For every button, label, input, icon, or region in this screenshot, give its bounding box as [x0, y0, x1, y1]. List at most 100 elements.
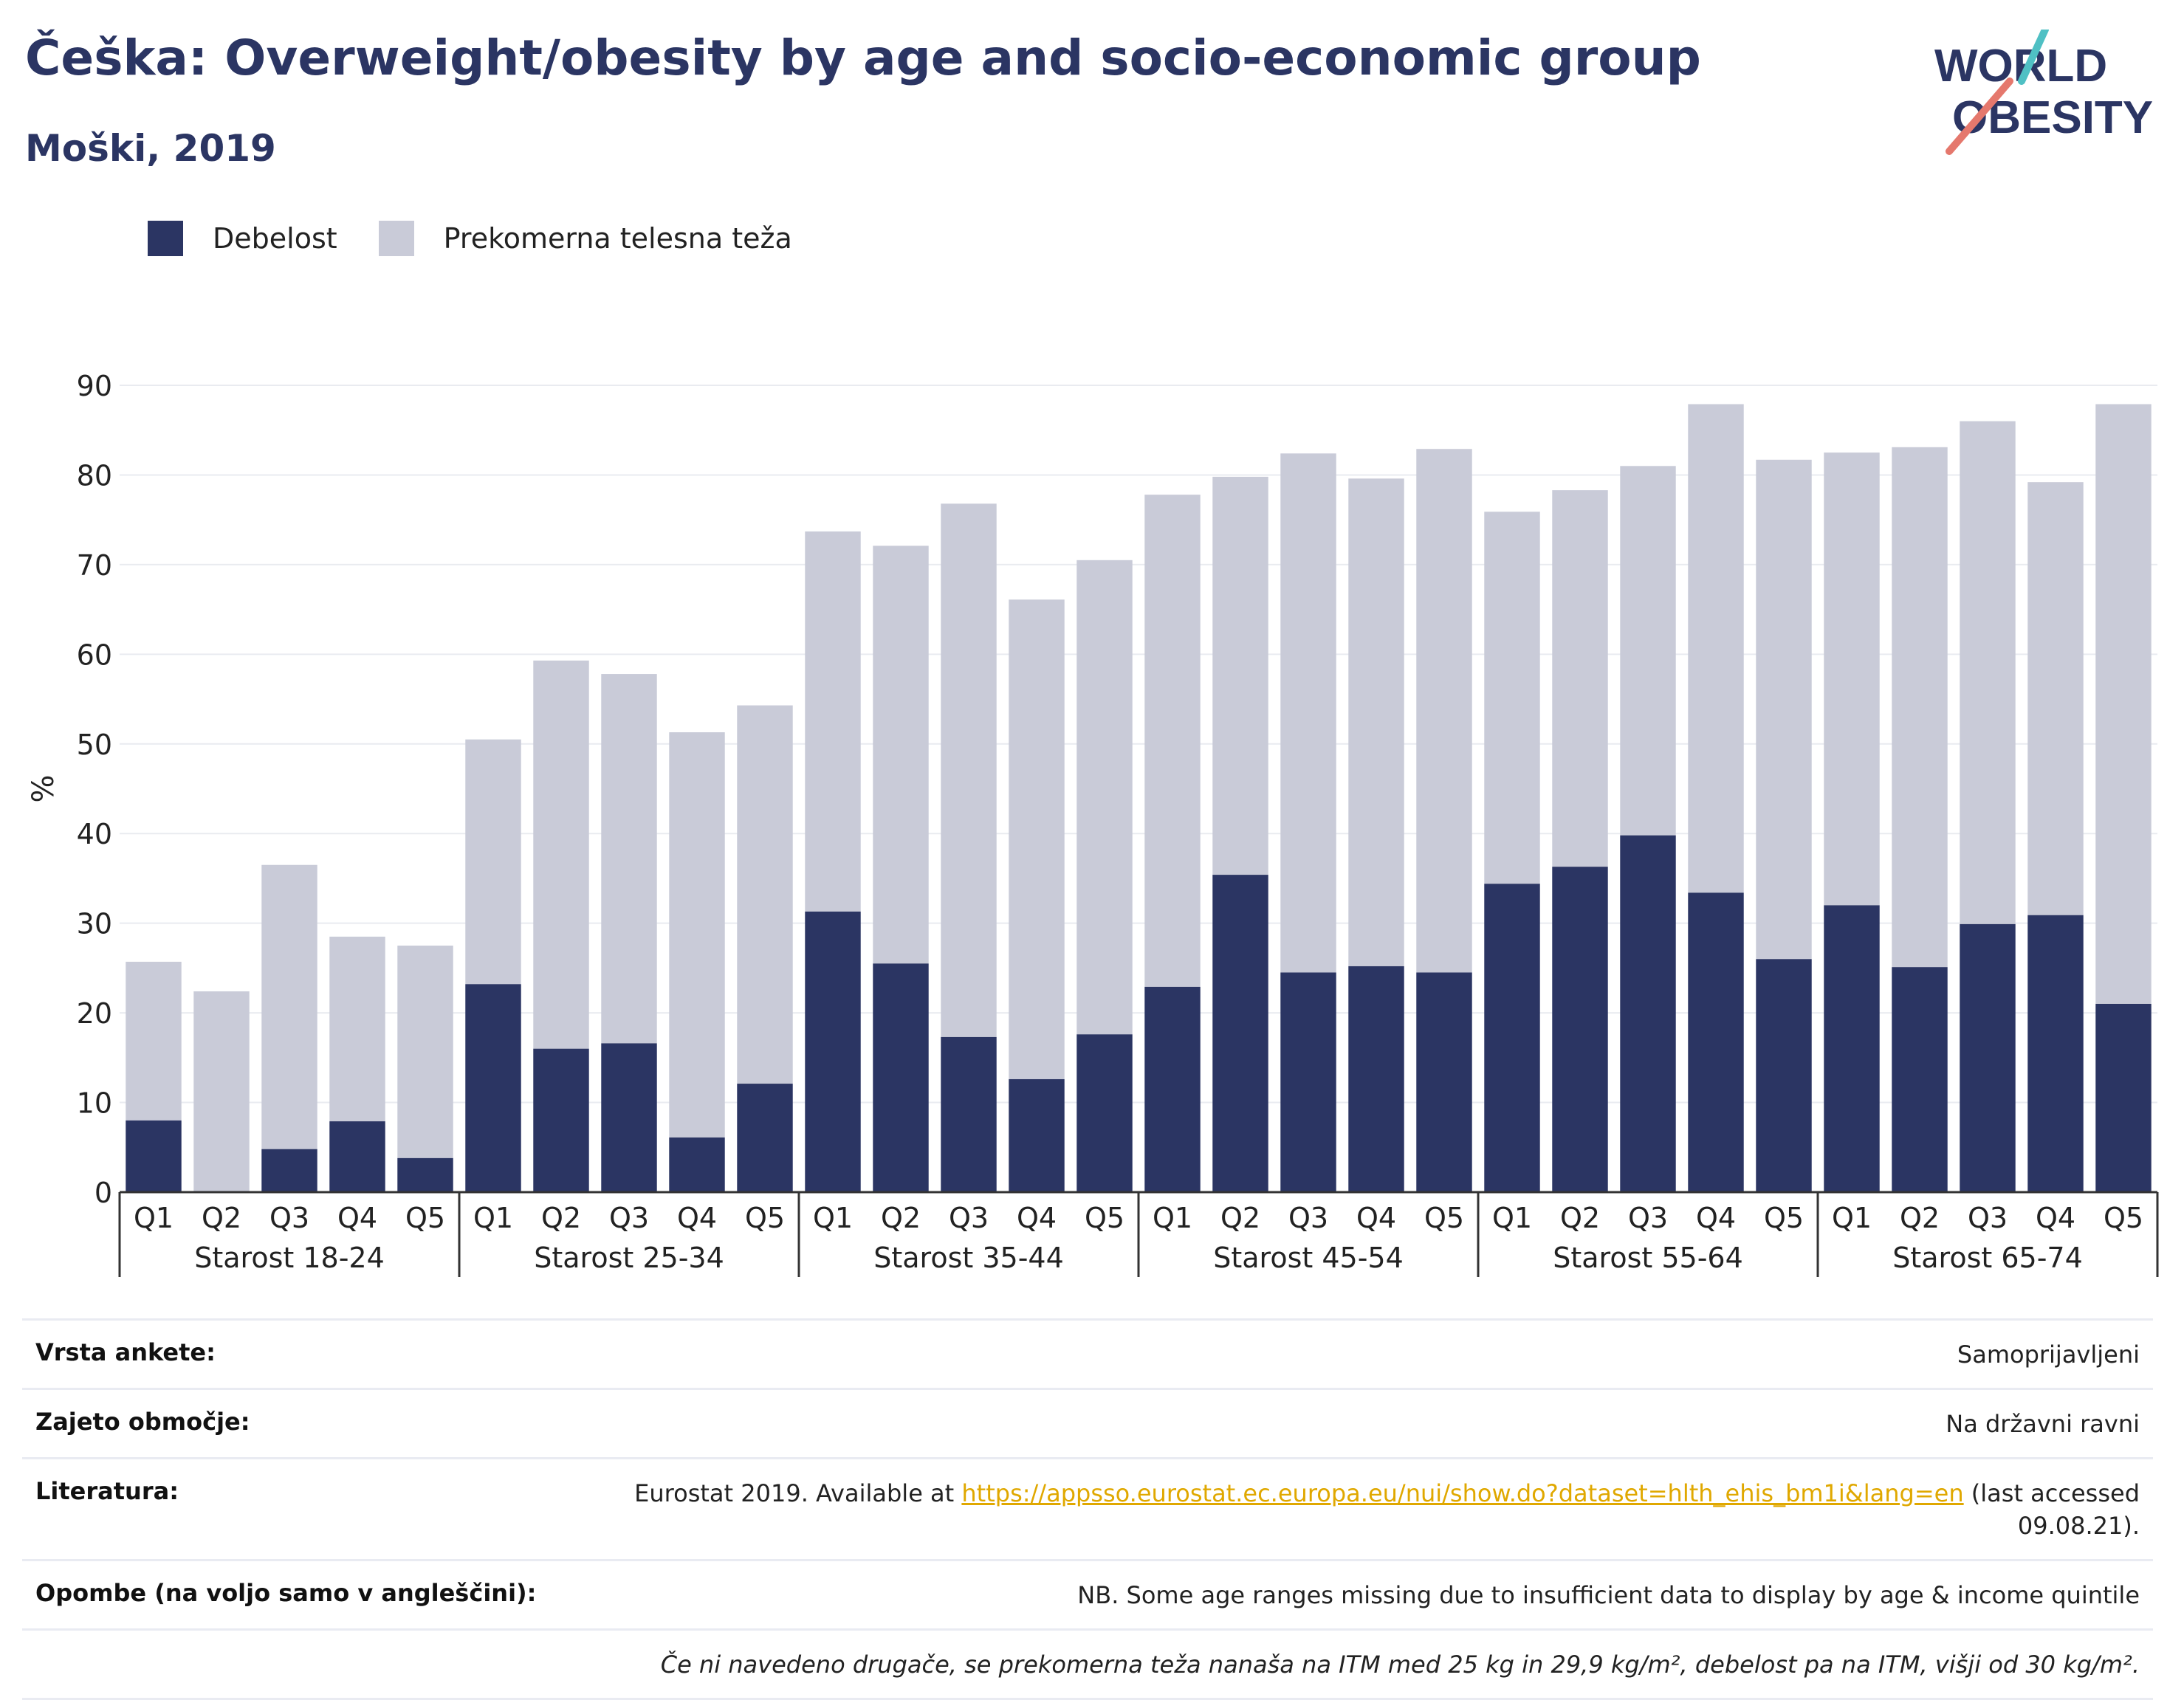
y-tick-label: 40 — [77, 818, 112, 850]
group-label: Starost 55-64 — [1553, 1242, 1743, 1274]
x-tick-label: Q5 — [1764, 1202, 1804, 1234]
bar-overweight — [1144, 495, 1201, 987]
bar-obesity — [1552, 867, 1608, 1192]
info-row-survey-type: Vrsta ankete: Samoprijavljeni — [22, 1318, 2153, 1388]
bar-obesity — [261, 1149, 317, 1192]
x-tick-label: Q4 — [337, 1202, 377, 1234]
bar-obesity — [1824, 905, 1880, 1192]
bar-obesity — [873, 963, 929, 1192]
legend-label-obesity: Debelost — [213, 221, 337, 255]
bar-obesity — [2027, 915, 2084, 1192]
x-tick-label: Q1 — [1492, 1202, 1532, 1234]
bar-obesity — [2095, 1003, 2152, 1192]
x-tick-label: Q4 — [1696, 1202, 1736, 1234]
group-label: Starost 45-54 — [1213, 1242, 1404, 1274]
bar-overweight — [1076, 560, 1133, 1035]
bar-obesity — [1416, 972, 1472, 1192]
info-row-references: Literatura: Eurostat 2019. Available at … — [22, 1456, 2153, 1560]
info-value: Samoprijavljeni — [1957, 1341, 2140, 1369]
x-tick-label: Q2 — [1220, 1202, 1260, 1234]
y-tick-label: 70 — [77, 549, 112, 582]
x-tick-label: Q5 — [745, 1202, 785, 1234]
group-label: Starost 35-44 — [873, 1242, 1064, 1274]
info-row-definition: Če ni navedeno drugače, se prekomerna te… — [22, 1628, 2153, 1700]
bar-overweight — [737, 705, 793, 1084]
y-tick-label: 10 — [77, 1087, 112, 1120]
x-tick-label: Q3 — [269, 1202, 309, 1234]
y-axis-label: % — [27, 774, 61, 802]
bar-overweight — [669, 732, 725, 1138]
bar-obesity — [1756, 959, 1812, 1192]
x-tick-label: Q4 — [2036, 1202, 2075, 1234]
bar-obesity — [1076, 1034, 1133, 1192]
info-label: Opombe (na voljo samo v angleščini): — [35, 1579, 537, 1608]
bar-obesity — [1009, 1078, 1065, 1192]
group-label: Starost 25-34 — [534, 1242, 724, 1274]
x-tick-label: Q3 — [1288, 1202, 1328, 1234]
x-tick-label: Q1 — [473, 1202, 513, 1234]
y-tick-label: 60 — [77, 639, 112, 671]
bar-obesity — [397, 1157, 453, 1192]
bar-obesity — [1620, 835, 1676, 1192]
bar-obesity — [1892, 967, 1948, 1192]
bar-overweight — [873, 546, 929, 964]
x-tick-label: Q2 — [1560, 1202, 1600, 1234]
x-tick-label: Q5 — [1424, 1202, 1464, 1234]
x-tick-label: Q2 — [881, 1202, 921, 1234]
stacked-bar-chart: 0 10 20 30 40 50 60 70 80 90% Q1 Q2 Q3 Q4 Q5 Q1 Q2 Q3 Q4 Q5… — [27, 370, 2159, 1277]
bar-overweight — [193, 991, 250, 1192]
x-tick-label: Q2 — [541, 1202, 581, 1234]
legend-swatch-obesity — [148, 220, 183, 256]
bar-obesity — [601, 1043, 657, 1192]
bar-overweight — [1348, 478, 1404, 966]
info-table: Vrsta ankete: Samoprijavljeni Zajeto obm… — [22, 1318, 2153, 1700]
x-tick-label: Q5 — [405, 1202, 445, 1234]
bar-obesity — [805, 911, 861, 1192]
x-tick-label: Q4 — [1017, 1202, 1057, 1234]
info-row-notes: Opombe (na voljo samo v angleščini): NB.… — [22, 1559, 2153, 1628]
reference-link[interactable]: https://appsso.eurostat.ec.europa.eu/nui… — [961, 1479, 1964, 1507]
y-tick-label: 80 — [77, 459, 112, 492]
bar-obesity — [669, 1137, 725, 1192]
y-tick-label: 90 — [77, 370, 112, 402]
info-label: Zajeto območje: — [35, 1407, 250, 1436]
x-tick-label: Q1 — [1153, 1202, 1192, 1234]
group-label: Starost 18-24 — [194, 1242, 385, 1274]
logo-slash-red-icon — [1946, 78, 2013, 155]
info-value: Na državni ravni — [1946, 1409, 2140, 1438]
bar-overweight — [1892, 447, 1948, 968]
y-tick-label: 20 — [77, 997, 112, 1030]
info-value-definition: Če ni navedeno drugače, se prekomerna te… — [660, 1650, 2140, 1679]
x-tick-label: Q1 — [1832, 1202, 1872, 1234]
logo-text-obesity: OBESITY — [1952, 92, 2153, 143]
bar-overweight — [1484, 512, 1540, 884]
bar-overweight — [2027, 482, 2084, 915]
bar-overweight — [1009, 599, 1065, 1079]
bar-obesity — [126, 1120, 182, 1192]
bar-overweight — [1756, 459, 1812, 960]
bar-obesity — [465, 984, 521, 1192]
bar-overweight — [533, 660, 589, 1049]
x-tick-label: Q5 — [1085, 1202, 1124, 1234]
bar-obesity — [1280, 972, 1336, 1192]
bar-overweight — [601, 674, 657, 1044]
bar-overweight — [261, 864, 317, 1149]
bar-obesity — [1484, 884, 1540, 1192]
x-tick-label: Q4 — [1356, 1202, 1396, 1234]
bar-obesity — [1144, 986, 1201, 1192]
x-tick-label: Q5 — [2104, 1202, 2143, 1234]
x-tick-label: Q3 — [1628, 1202, 1668, 1234]
bar-overweight — [329, 936, 385, 1122]
x-tick-label: Q3 — [949, 1202, 989, 1234]
bar-obesity — [1212, 875, 1268, 1192]
bar-overweight — [1620, 466, 1676, 836]
info-value: NB. Some age ranges missing due to insuf… — [1077, 1581, 2140, 1610]
chart-subtitle: Moški, 2019 — [25, 127, 276, 170]
reference-prefix: Eurostat 2019. Available at — [634, 1479, 962, 1507]
reference-suffix: (last accessed 09.08.21). — [1963, 1479, 2140, 1541]
x-tick-label: Q4 — [677, 1202, 717, 1234]
bar-overweight — [1280, 453, 1336, 973]
info-row-coverage: Zajeto območje: Na državni ravni — [22, 1387, 2153, 1457]
x-tick-label: Q2 — [1900, 1202, 1940, 1234]
logo-slash-teal-icon — [2018, 30, 2049, 85]
